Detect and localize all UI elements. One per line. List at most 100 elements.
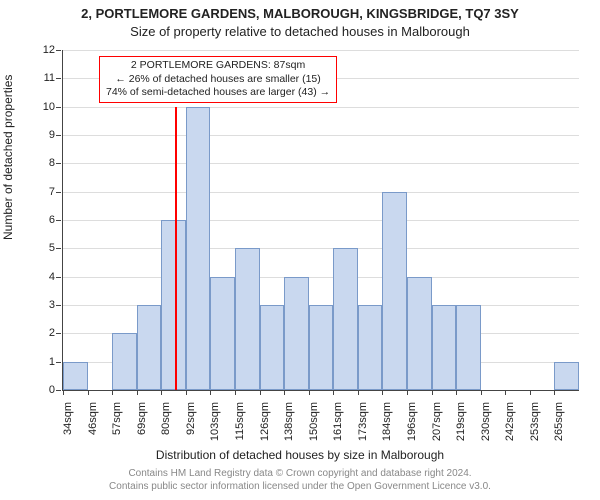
chart-container: { "chart": { "type": "histogram", "title… [0, 0, 600, 500]
y-axis-label: Number of detached properties [1, 75, 15, 240]
x-tick [161, 390, 162, 395]
x-tick [112, 390, 113, 395]
y-tick [56, 248, 61, 249]
x-tick-label: 265sqm [553, 402, 565, 441]
gridline [63, 220, 579, 221]
x-tick-label: 161sqm [332, 402, 344, 441]
annotation-line-3: 74% of semi-detached houses are larger (… [106, 86, 330, 100]
y-tick [56, 220, 61, 221]
bar [309, 305, 334, 390]
x-tick-label: 173sqm [357, 402, 369, 441]
y-tick-label: 1 [49, 356, 55, 368]
y-tick [56, 50, 61, 51]
x-tick [235, 390, 236, 395]
gridline [63, 248, 579, 249]
y-tick [56, 192, 61, 193]
annotation-line-1: 2 PORTLEMORE GARDENS: 87sqm [106, 59, 330, 73]
x-tick-label: 103sqm [209, 402, 221, 441]
bar [63, 362, 88, 390]
y-tick [56, 277, 61, 278]
y-tick [56, 163, 61, 164]
y-tick-label: 0 [49, 384, 55, 396]
x-tick [186, 390, 187, 395]
y-tick-label: 10 [43, 101, 55, 113]
bar [137, 305, 162, 390]
x-tick-label: 253sqm [529, 402, 541, 441]
bar [186, 107, 211, 390]
y-tick-label: 7 [49, 186, 55, 198]
y-tick-label: 6 [49, 214, 55, 226]
x-tick [309, 390, 310, 395]
x-tick-label: 92sqm [185, 402, 197, 435]
attribution-line-1: Contains HM Land Registry data © Crown c… [128, 468, 471, 479]
x-tick [554, 390, 555, 395]
chart-title-main: 2, PORTLEMORE GARDENS, MALBOROUGH, KINGS… [0, 6, 600, 21]
bar [112, 333, 137, 390]
gridline [63, 192, 579, 193]
x-tick [88, 390, 89, 395]
y-tick-label: 9 [49, 129, 55, 141]
bar [235, 248, 260, 390]
x-tick-label: 184sqm [381, 402, 393, 441]
x-tick-label: 69sqm [136, 402, 148, 435]
x-tick-label: 150sqm [308, 402, 320, 441]
y-tick [56, 333, 61, 334]
x-tick-label: 138sqm [283, 402, 295, 441]
attribution-line-2: Contains public sector information licen… [109, 481, 491, 492]
gridline [63, 107, 579, 108]
x-tick [284, 390, 285, 395]
x-axis-label: Distribution of detached houses by size … [0, 448, 600, 462]
x-tick [137, 390, 138, 395]
bar [456, 305, 481, 390]
bar [554, 362, 579, 390]
x-tick-label: 196sqm [406, 402, 418, 441]
x-tick-label: 34sqm [62, 402, 74, 435]
y-tick [56, 78, 61, 79]
x-tick [505, 390, 506, 395]
gridline [63, 163, 579, 164]
y-tick-label: 11 [44, 72, 55, 84]
y-tick-label: 8 [49, 157, 55, 169]
x-tick-label: 46sqm [87, 402, 99, 435]
x-tick-label: 230sqm [480, 402, 492, 441]
plot-area: 012345678910111234sqm46sqm57sqm69sqm80sq… [62, 50, 579, 391]
x-tick [456, 390, 457, 395]
x-tick [210, 390, 211, 395]
x-tick-label: 207sqm [431, 402, 443, 441]
x-tick [382, 390, 383, 395]
property-marker-line [175, 107, 177, 390]
attribution-text: Contains HM Land Registry data © Crown c… [0, 468, 600, 493]
y-tick [56, 390, 61, 391]
x-tick [530, 390, 531, 395]
gridline [63, 135, 579, 136]
x-tick [358, 390, 359, 395]
bar [407, 277, 432, 390]
annotation-line-2: ← 26% of detached houses are smaller (15… [106, 73, 330, 87]
y-tick [56, 305, 61, 306]
bar [432, 305, 457, 390]
x-tick-label: 57sqm [111, 402, 123, 435]
gridline [63, 50, 579, 51]
x-tick [260, 390, 261, 395]
x-tick-label: 242sqm [504, 402, 516, 441]
gridline [63, 277, 579, 278]
bar [382, 192, 407, 390]
bar [260, 305, 285, 390]
annotation-box: 2 PORTLEMORE GARDENS: 87sqm← 26% of deta… [99, 56, 337, 103]
bar [161, 220, 186, 390]
x-tick [407, 390, 408, 395]
bar [210, 277, 235, 390]
x-tick-label: 219sqm [455, 402, 467, 441]
x-tick [481, 390, 482, 395]
x-tick [432, 390, 433, 395]
y-tick [56, 362, 61, 363]
x-tick-label: 126sqm [259, 402, 271, 441]
x-tick-label: 115sqm [234, 402, 246, 440]
chart-title-sub: Size of property relative to detached ho… [0, 24, 600, 39]
y-tick-label: 2 [49, 327, 55, 339]
y-tick-label: 3 [49, 299, 55, 311]
bar [358, 305, 383, 390]
y-tick-label: 12 [43, 44, 55, 56]
y-tick-label: 5 [49, 242, 55, 254]
x-tick [63, 390, 64, 395]
